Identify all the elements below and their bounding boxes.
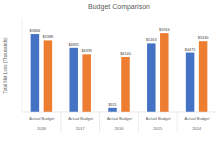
series-label: Actual bbox=[185, 116, 196, 121]
x-tick-label: 2017 bbox=[76, 126, 86, 131]
series-label: Actual bbox=[146, 116, 157, 121]
bar bbox=[69, 48, 78, 112]
data-label: $5866 bbox=[30, 29, 41, 33]
series-label: Actual bbox=[29, 116, 40, 121]
data-label: $4140 bbox=[120, 52, 131, 56]
bar bbox=[31, 34, 40, 112]
bar bbox=[82, 54, 91, 112]
bar bbox=[186, 53, 195, 112]
data-label: $5934 bbox=[159, 28, 170, 32]
data-label: $4339 bbox=[81, 49, 92, 53]
data-label: $5163 bbox=[146, 38, 157, 42]
series-label: Budget bbox=[80, 116, 94, 121]
bar bbox=[147, 43, 156, 112]
bar bbox=[160, 33, 169, 112]
data-label: $4475 bbox=[185, 48, 196, 52]
labels: $5866 Actual $5388 Budget 2018 $4831 Actual $43… bbox=[29, 28, 210, 131]
bar bbox=[121, 57, 130, 112]
data-label: $311 bbox=[108, 103, 116, 107]
background bbox=[0, 0, 220, 142]
bar bbox=[199, 41, 208, 112]
group-separator bbox=[177, 112, 178, 132]
data-label: $4831 bbox=[68, 43, 79, 47]
data-label: $5330 bbox=[198, 36, 209, 40]
y-axis-label: Total Net Loss (Thousands) bbox=[3, 37, 8, 94]
series-label: Budget bbox=[158, 116, 172, 121]
group-separator bbox=[60, 112, 61, 132]
title: Budget Comparison bbox=[88, 3, 150, 11]
bar bbox=[44, 40, 53, 112]
series-label: Budget bbox=[197, 116, 211, 121]
group-separator bbox=[138, 112, 139, 132]
y-axis-line bbox=[22, 19, 23, 112]
x-tick-label: 2018 bbox=[37, 126, 47, 131]
series-label: Actual bbox=[68, 116, 79, 121]
x-tick-label: 2014 bbox=[192, 126, 202, 131]
group-separator bbox=[99, 112, 100, 132]
series-label: Actual bbox=[107, 116, 118, 121]
bars bbox=[31, 33, 208, 112]
bar bbox=[108, 108, 117, 112]
x-tick-label: 2015 bbox=[153, 126, 163, 131]
x-axis-line bbox=[22, 112, 216, 113]
x-tick-label: 2016 bbox=[115, 126, 125, 131]
data-label: $5388 bbox=[43, 35, 54, 39]
series-label: Budget bbox=[119, 116, 133, 121]
series-label: Budget bbox=[42, 116, 56, 121]
